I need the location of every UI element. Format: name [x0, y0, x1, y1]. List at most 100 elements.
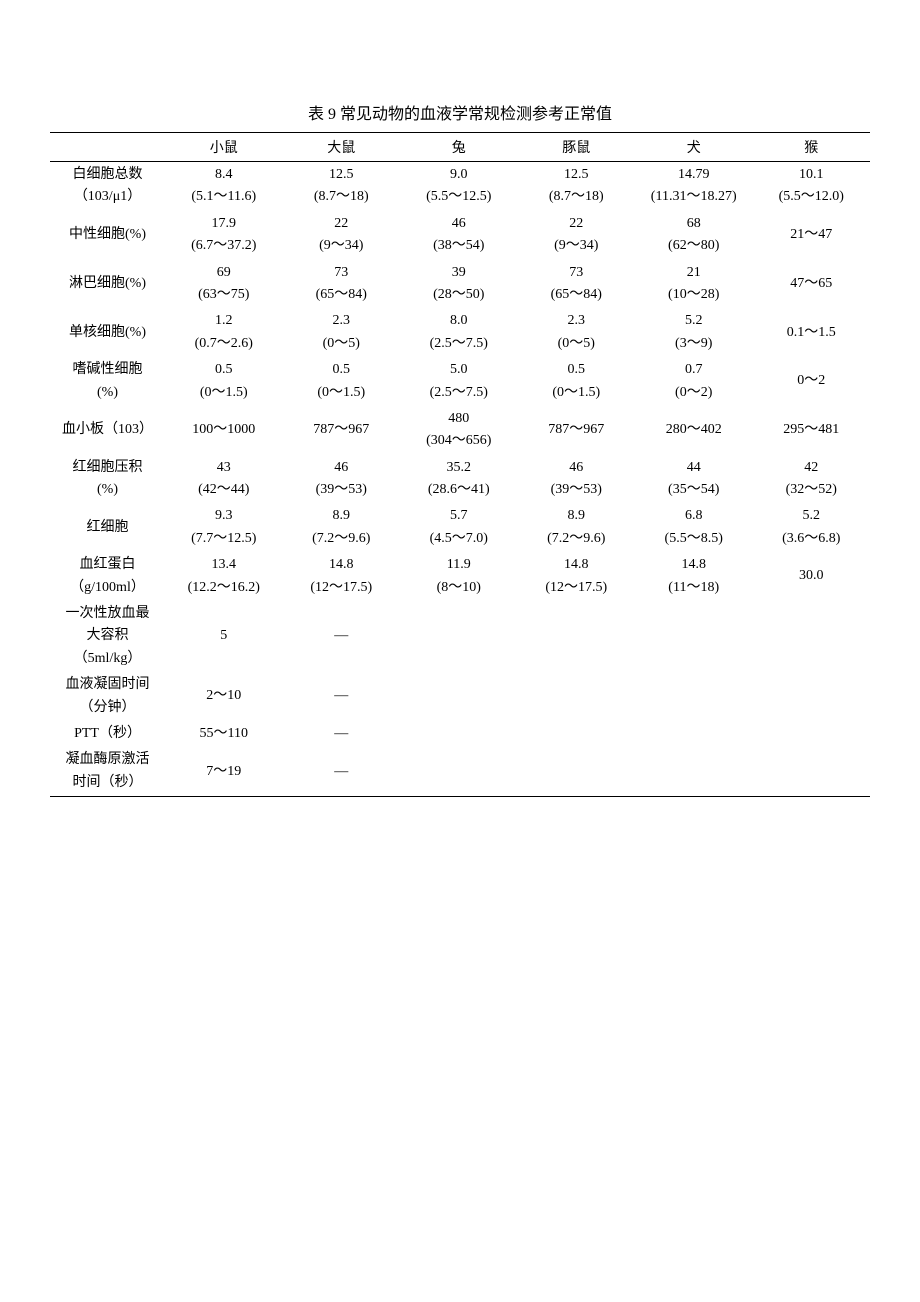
table-row: 血液凝固时间（分钟）2～10—	[50, 672, 870, 721]
table-cell	[635, 672, 752, 721]
table-body: 白细胞总数（103/μ1）8.4(5.1～11.6)12.5(8.7～18)9.…	[50, 162, 870, 797]
header-col: 小鼠	[165, 133, 282, 162]
table-cell: —	[283, 601, 400, 672]
table-cell	[752, 601, 870, 672]
table-header: 小鼠大鼠兔豚鼠犬猴	[50, 133, 870, 162]
row-label: 淋巴细胞(%)	[50, 260, 165, 309]
table-cell	[517, 672, 634, 721]
table-cell: 0.5(0～1.5)	[517, 357, 634, 406]
row-label: 单核细胞(%)	[50, 308, 165, 357]
table-cell: 9.3(7.7～12.5)	[165, 503, 282, 552]
row-label: 白细胞总数（103/μ1）	[50, 162, 165, 211]
table-cell	[752, 747, 870, 796]
table-cell: 22(9～34)	[283, 211, 400, 260]
table-cell: 14.8(12～17.5)	[517, 552, 634, 601]
table-cell: 2.3(0～5)	[283, 308, 400, 357]
table-row: 红细胞9.3(7.7～12.5)8.9(7.2～9.6)5.7(4.5～7.0)…	[50, 503, 870, 552]
table-cell: 21(10～28)	[635, 260, 752, 309]
table-cell: 0.5(0～1.5)	[165, 357, 282, 406]
table-row: PTT（秒）55～110—	[50, 721, 870, 747]
table-cell	[635, 721, 752, 747]
table-cell: 5.7(4.5～7.0)	[400, 503, 517, 552]
table-cell: 39(28～50)	[400, 260, 517, 309]
table-cell: 2.3(0～5)	[517, 308, 634, 357]
table-cell	[517, 601, 634, 672]
table-cell: 22(9～34)	[517, 211, 634, 260]
header-col: 豚鼠	[517, 133, 634, 162]
header-col: 猴	[752, 133, 870, 162]
table-cell: 17.9(6.7～37.2)	[165, 211, 282, 260]
table-cell: 2～10	[165, 672, 282, 721]
table-cell: 12.5(8.7～18)	[283, 162, 400, 211]
header-row: 小鼠大鼠兔豚鼠犬猴	[50, 133, 870, 162]
table-cell: 14.8(11～18)	[635, 552, 752, 601]
row-label: 血小板（103）	[50, 406, 165, 455]
header-label-col	[50, 133, 165, 162]
table-cell: 43(42～44)	[165, 455, 282, 504]
table-cell: 69(63～75)	[165, 260, 282, 309]
table-cell: 5.0(2.5～7.5)	[400, 357, 517, 406]
table-cell	[400, 721, 517, 747]
table-row: 血红蛋白（g/100ml）13.4(12.2～16.2)14.8(12～17.5…	[50, 552, 870, 601]
header-col: 犬	[635, 133, 752, 162]
table-cell: —	[283, 721, 400, 747]
table-cell: —	[283, 672, 400, 721]
table-cell: 6.8(5.5～8.5)	[635, 503, 752, 552]
table-cell: 0.1～1.5	[752, 308, 870, 357]
table-cell: 35.2(28.6～41)	[400, 455, 517, 504]
table-cell: 14.8(12～17.5)	[283, 552, 400, 601]
table-cell: 9.0(5.5～12.5)	[400, 162, 517, 211]
table-cell: 8.9(7.2～9.6)	[283, 503, 400, 552]
table-cell: 73(65～84)	[283, 260, 400, 309]
table-row: 红细胞压积(%)43(42～44)46(39～53)35.2(28.6～41)4…	[50, 455, 870, 504]
table-cell	[635, 601, 752, 672]
table-cell: 8.0(2.5～7.5)	[400, 308, 517, 357]
table-cell: 12.5(8.7～18)	[517, 162, 634, 211]
header-col: 兔	[400, 133, 517, 162]
table-cell: 787～967	[283, 406, 400, 455]
row-label: 中性细胞(%)	[50, 211, 165, 260]
table-cell: 46(39～53)	[517, 455, 634, 504]
table-cell: 7～19	[165, 747, 282, 796]
table-row: 凝血酶原激活时间（秒）7～19—	[50, 747, 870, 796]
table-cell: 10.1(5.5～12.0)	[752, 162, 870, 211]
table-cell: 11.9(8～10)	[400, 552, 517, 601]
table-cell	[752, 721, 870, 747]
table-cell	[400, 601, 517, 672]
table-cell: 0.5(0～1.5)	[283, 357, 400, 406]
row-label: 嗜碱性细胞(%)	[50, 357, 165, 406]
row-label: 血红蛋白（g/100ml）	[50, 552, 165, 601]
table-cell: 30.0	[752, 552, 870, 601]
hematology-table: 小鼠大鼠兔豚鼠犬猴 白细胞总数（103/μ1）8.4(5.1～11.6)12.5…	[50, 132, 870, 797]
row-label: 凝血酶原激活时间（秒）	[50, 747, 165, 796]
table-cell	[517, 747, 634, 796]
row-label: 红细胞	[50, 503, 165, 552]
table-cell: 47～65	[752, 260, 870, 309]
table-cell: 5.2(3.6～6.8)	[752, 503, 870, 552]
table-cell: 480(304～656)	[400, 406, 517, 455]
table-cell: 46(39～53)	[283, 455, 400, 504]
table-title: 表 9 常见动物的血液学常规检测参考正常值	[50, 100, 870, 124]
table-cell	[752, 672, 870, 721]
table-row: 一次性放血最大容积（5ml/kg）5—	[50, 601, 870, 672]
table-row: 嗜碱性细胞(%)0.5(0～1.5)0.5(0～1.5)5.0(2.5～7.5)…	[50, 357, 870, 406]
table-cell: 5.2(3～9)	[635, 308, 752, 357]
table-cell: 68(62～80)	[635, 211, 752, 260]
table-row: 单核细胞(%)1.2(0.7～2.6)2.3(0～5)8.0(2.5～7.5)2…	[50, 308, 870, 357]
header-col: 大鼠	[283, 133, 400, 162]
table-cell: 8.4(5.1～11.6)	[165, 162, 282, 211]
row-label: 血液凝固时间（分钟）	[50, 672, 165, 721]
table-row: 中性细胞(%)17.9(6.7～37.2)22(9～34)46(38～54)22…	[50, 211, 870, 260]
table-row: 白细胞总数（103/μ1）8.4(5.1～11.6)12.5(8.7～18)9.…	[50, 162, 870, 211]
table-row: 淋巴细胞(%)69(63～75)73(65～84)39(28～50)73(65～…	[50, 260, 870, 309]
table-cell: 13.4(12.2～16.2)	[165, 552, 282, 601]
table-cell: 55～110	[165, 721, 282, 747]
table-cell: 5	[165, 601, 282, 672]
table-cell	[517, 721, 634, 747]
row-label: 一次性放血最大容积（5ml/kg）	[50, 601, 165, 672]
table-cell	[400, 672, 517, 721]
table-cell: 100～1000	[165, 406, 282, 455]
table-cell: 73(65～84)	[517, 260, 634, 309]
table-cell: 0.7(0～2)	[635, 357, 752, 406]
table-cell: —	[283, 747, 400, 796]
